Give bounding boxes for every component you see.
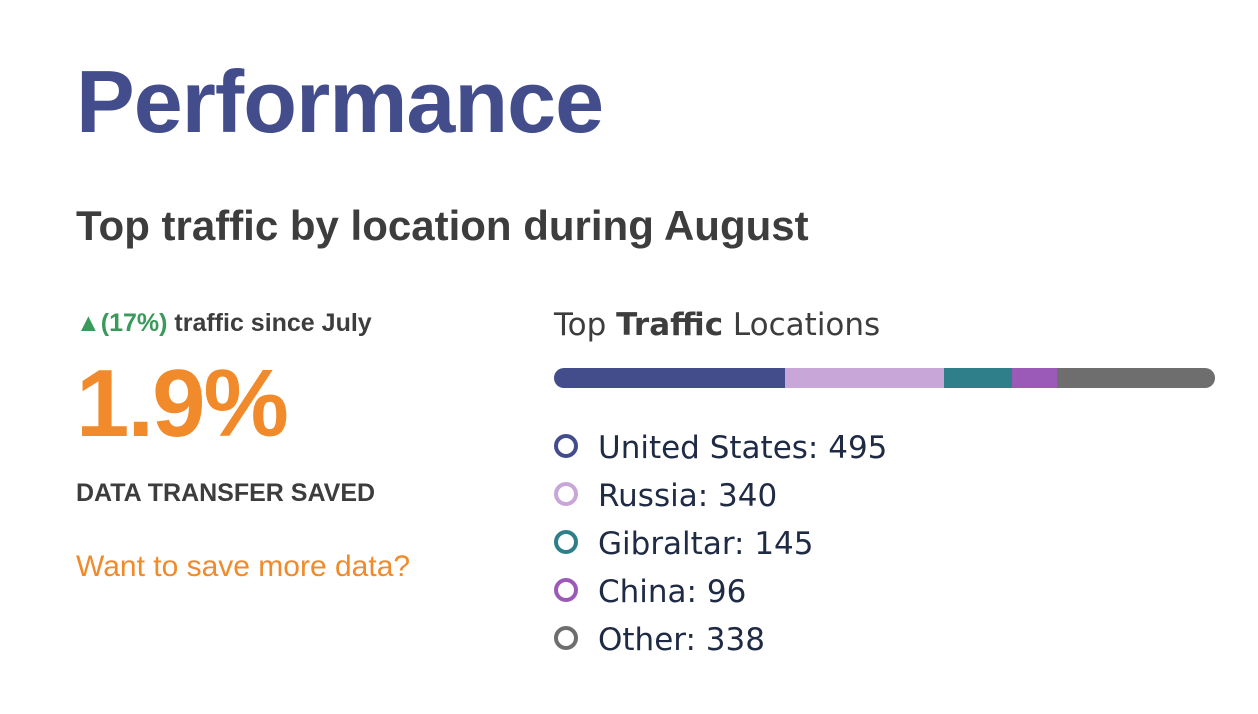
circle-icon — [554, 530, 578, 554]
circle-icon — [554, 434, 578, 458]
legend-item: United States: 495 — [554, 424, 1216, 472]
traffic-chart: Top Traffic Locations United States: 495… — [554, 304, 1216, 664]
page-title: Performance — [76, 52, 604, 151]
data-saved-caption: DATA TRANSFER SAVED — [76, 479, 376, 507]
legend-label: Gibraltar: 145 — [598, 526, 814, 562]
legend-item: Other: 338 — [554, 616, 1216, 664]
legend-label: United States: 495 — [598, 430, 888, 466]
circle-icon — [554, 578, 578, 602]
bar-segment-gibraltar — [944, 368, 1012, 388]
bar-segment-china — [1012, 368, 1057, 388]
legend-item: Gibraltar: 145 — [554, 520, 1216, 568]
legend-label: Other: 338 — [598, 622, 765, 658]
circle-icon — [554, 482, 578, 506]
chart-title: Top Traffic Locations — [554, 304, 1216, 346]
section-heading: Top traffic by location during August — [76, 202, 809, 249]
stacked-bar — [554, 368, 1215, 388]
save-more-data-link[interactable]: Want to save more data? — [76, 550, 411, 583]
legend-item: China: 96 — [554, 568, 1216, 616]
traffic-trend: ▲(17%) traffic since July — [76, 306, 496, 340]
circle-icon — [554, 626, 578, 650]
trend-text: traffic since July — [167, 309, 372, 337]
legend-label: China: 96 — [598, 574, 747, 610]
chart-title-suffix: Locations — [723, 307, 881, 343]
bar-segment-other — [1057, 368, 1215, 388]
trend-percent: (17%) — [100, 309, 168, 337]
chart-title-prefix: Top — [554, 307, 617, 343]
trend-up-icon: ▲ — [76, 309, 101, 337]
data-saved-value: 1.9% — [76, 350, 289, 457]
bar-segment-russia — [785, 368, 944, 388]
bar-segment-united-states — [554, 368, 785, 388]
legend-item: Russia: 340 — [554, 472, 1216, 520]
stats-panel: ▲(17%) traffic since July 1.9% DATA TRAN… — [76, 306, 496, 586]
legend-label: Russia: 340 — [598, 478, 778, 514]
chart-title-bold: Traffic — [616, 307, 724, 343]
chart-legend: United States: 495 Russia: 340 Gibraltar: … — [554, 424, 1216, 664]
